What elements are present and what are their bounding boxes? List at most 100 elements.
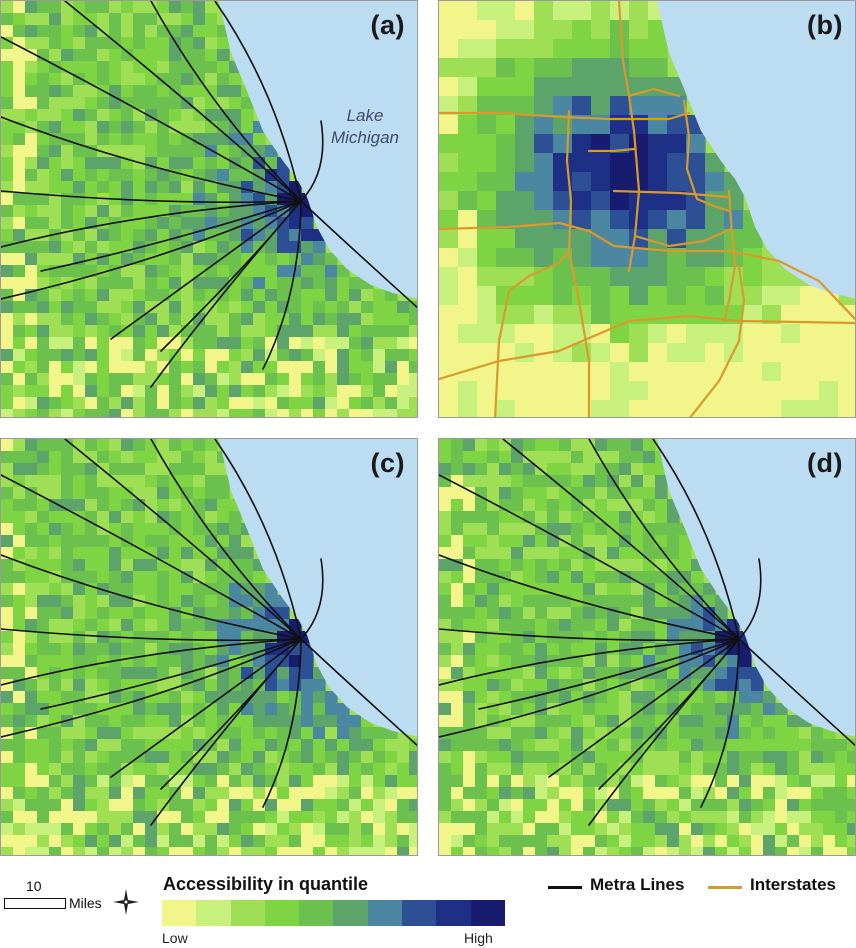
- accessibility-cell: [643, 727, 656, 740]
- accessibility-cell: [169, 61, 182, 74]
- accessibility-cell: [1, 205, 14, 218]
- accessibility-cell: [458, 267, 478, 287]
- accessibility-cell: [229, 511, 242, 524]
- accessibility-cell: [205, 85, 218, 98]
- accessibility-cell: [397, 811, 410, 824]
- accessibility-cell: [547, 535, 560, 548]
- accessibility-cell: [477, 172, 497, 192]
- accessibility-cell: [313, 751, 326, 764]
- interstate-segment: [682, 99, 731, 213]
- accessibility-cell: [337, 787, 350, 800]
- accessibility-cell: [133, 373, 146, 386]
- accessibility-cell: [217, 169, 230, 182]
- accessibility-cell: [819, 343, 839, 363]
- accessibility-cell: [751, 811, 764, 824]
- accessibility-cell: [451, 607, 464, 620]
- accessibility-cell: [13, 49, 26, 62]
- accessibility-cell: [169, 25, 182, 38]
- accessibility-cell: [1, 193, 14, 206]
- accessibility-cell: [451, 679, 464, 692]
- accessibility-cell: [643, 451, 656, 464]
- accessibility-cell: [49, 559, 62, 572]
- accessibility-cell: [241, 571, 254, 584]
- accessibility-cell: [145, 775, 158, 788]
- accessibility-cell: [477, 39, 497, 59]
- accessibility-cell: [97, 1, 110, 14]
- accessibility-cell: [145, 289, 158, 302]
- accessibility-cell: [265, 847, 278, 855]
- accessibility-cell: [13, 277, 26, 290]
- accessibility-cell: [534, 229, 554, 249]
- accessibility-cell: [37, 799, 50, 812]
- accessibility-cell: [487, 487, 500, 500]
- accessibility-cell: [535, 727, 548, 740]
- accessibility-cell: [691, 847, 704, 855]
- accessibility-cell: [619, 559, 632, 572]
- accessibility-cell: [241, 715, 254, 728]
- accessibility-cell: [607, 655, 620, 668]
- accessibility-cell: [511, 631, 524, 644]
- accessibility-cell: [547, 691, 560, 704]
- accessibility-cell: [629, 210, 649, 230]
- accessibility-cell: [25, 193, 38, 206]
- accessibility-cell: [85, 37, 98, 50]
- accessibility-cell: [49, 97, 62, 110]
- accessibility-cell: [439, 691, 452, 704]
- accessibility-cell: [686, 210, 706, 230]
- accessibility-cell: [847, 775, 855, 788]
- accessibility-cell: [1, 655, 14, 668]
- accessibility-cell: [85, 349, 98, 362]
- accessibility-cell: [511, 739, 524, 752]
- accessibility-cell: [181, 835, 194, 848]
- accessibility-cell: [409, 337, 417, 350]
- accessibility-cell: [499, 583, 512, 596]
- accessibility-cell: [487, 559, 500, 572]
- accessibility-cell: [241, 835, 254, 848]
- accessibility-cell: [193, 157, 206, 170]
- accessibility-cell: [559, 499, 572, 512]
- accessibility-cell: [823, 739, 836, 752]
- accessibility-cell: [109, 349, 122, 362]
- accessibility-cell: [145, 715, 158, 728]
- accessibility-cell: [439, 343, 459, 363]
- accessibility-cell: [13, 73, 26, 86]
- accessibility-cell: [631, 775, 644, 788]
- accessibility-cell: [37, 289, 50, 302]
- accessibility-cell: [547, 451, 560, 464]
- accessibility-cell: [301, 823, 314, 836]
- accessibility-cell: [487, 835, 500, 848]
- accessibility-cell: [751, 787, 764, 800]
- accessibility-cell: [571, 643, 584, 656]
- accessibility-cell: [571, 739, 584, 752]
- accessibility-cell: [133, 511, 146, 524]
- accessibility-cell: [193, 253, 206, 266]
- accessibility-cell: [751, 751, 764, 764]
- accessibility-cell: [181, 655, 194, 668]
- accessibility-cell: [13, 325, 26, 338]
- accessibility-cell: [451, 631, 464, 644]
- accessibility-cell: [643, 751, 656, 764]
- accessibility-cell: [181, 739, 194, 752]
- accessibility-cell: [571, 667, 584, 680]
- accessibility-cell: [169, 205, 182, 218]
- accessibility-cell: [385, 373, 398, 386]
- map-panel-a: (a) Lake Michigan: [0, 0, 418, 418]
- accessibility-cell: [37, 97, 50, 110]
- accessibility-cell: [109, 85, 122, 98]
- accessibility-cell: [229, 751, 242, 764]
- accessibility-cell: [73, 241, 86, 254]
- accessibility-cell: [373, 325, 386, 338]
- metra-line: [439, 638, 740, 738]
- accessibility-cell: [37, 667, 50, 680]
- interstate-segment: [439, 221, 855, 321]
- accessibility-cell: [109, 619, 122, 632]
- accessibility-cell: [229, 229, 242, 242]
- accessibility-cell: [535, 571, 548, 584]
- accessibility-cell: [553, 20, 573, 40]
- accessibility-cell: [439, 811, 452, 824]
- accessibility-cell: [181, 787, 194, 800]
- accessibility-cell: [499, 439, 512, 452]
- accessibility-cell: [487, 547, 500, 560]
- accessibility-cell: [25, 37, 38, 50]
- accessibility-cell: [763, 691, 776, 704]
